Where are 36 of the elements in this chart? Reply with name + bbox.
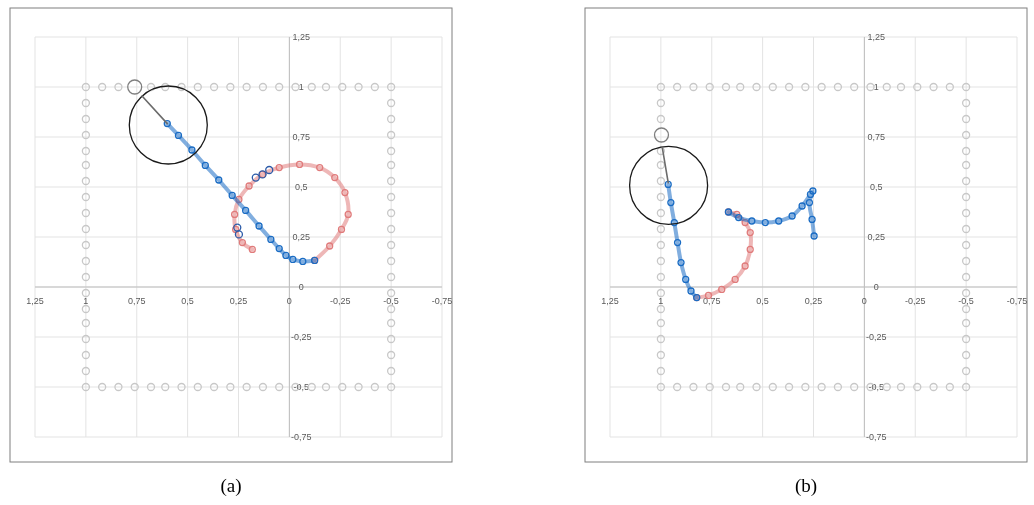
x-tick-label: 0,75 bbox=[127, 296, 146, 306]
y-tick-label: 0 bbox=[298, 282, 304, 292]
y-tick-label: 0,25 bbox=[867, 232, 886, 242]
y-tick-label: 0,75 bbox=[292, 132, 311, 142]
y-tick-label: 1 bbox=[873, 82, 879, 92]
text: (a) bbox=[220, 475, 242, 497]
x-tick-label: -0,75 bbox=[431, 296, 453, 306]
x-tick-label: 1 bbox=[83, 296, 89, 306]
text: (b) bbox=[794, 475, 818, 497]
x-tick-label: 0,5 bbox=[181, 296, 194, 306]
x-tick-label: -0,25 bbox=[904, 296, 926, 306]
x-tick-label: 0,75 bbox=[702, 296, 721, 306]
x-tick-label: 1 bbox=[658, 296, 664, 306]
x-tick-label: -0,75 bbox=[1006, 296, 1028, 306]
y-tick-label: -0,5 bbox=[868, 382, 885, 392]
x-tick-label: -0,5 bbox=[383, 296, 399, 306]
x-tick-label: -0,5 bbox=[958, 296, 974, 306]
y-tick-label: 0,5 bbox=[295, 182, 308, 192]
y-tick-label: 0 bbox=[873, 282, 879, 292]
y-tick-label: -0,5 bbox=[293, 382, 310, 392]
y-tick-label: 1 bbox=[298, 82, 304, 92]
y-tick-label: 1,25 bbox=[867, 32, 886, 42]
x-tick-label: 1,25 bbox=[601, 296, 619, 306]
y-tick-label: 0,75 bbox=[867, 132, 886, 142]
y-tick-label: 0,25 bbox=[292, 232, 311, 242]
y-tick-label: 1,25 bbox=[292, 32, 311, 42]
x-tick-label: 0,25 bbox=[229, 296, 248, 306]
x-tick-label: 1,25 bbox=[26, 296, 44, 306]
x-tick-label: -0,25 bbox=[329, 296, 351, 306]
y-tick-label: -0,75 bbox=[291, 432, 312, 442]
y-tick-label: -0,25 bbox=[291, 332, 312, 342]
y-tick-label: 0,5 bbox=[870, 182, 883, 192]
y-tick-label: -0,75 bbox=[866, 432, 887, 442]
y-tick-label: -0,25 bbox=[866, 332, 887, 342]
x-tick-label: 0,25 bbox=[804, 296, 823, 306]
x-tick-label: 0,5 bbox=[756, 296, 769, 306]
